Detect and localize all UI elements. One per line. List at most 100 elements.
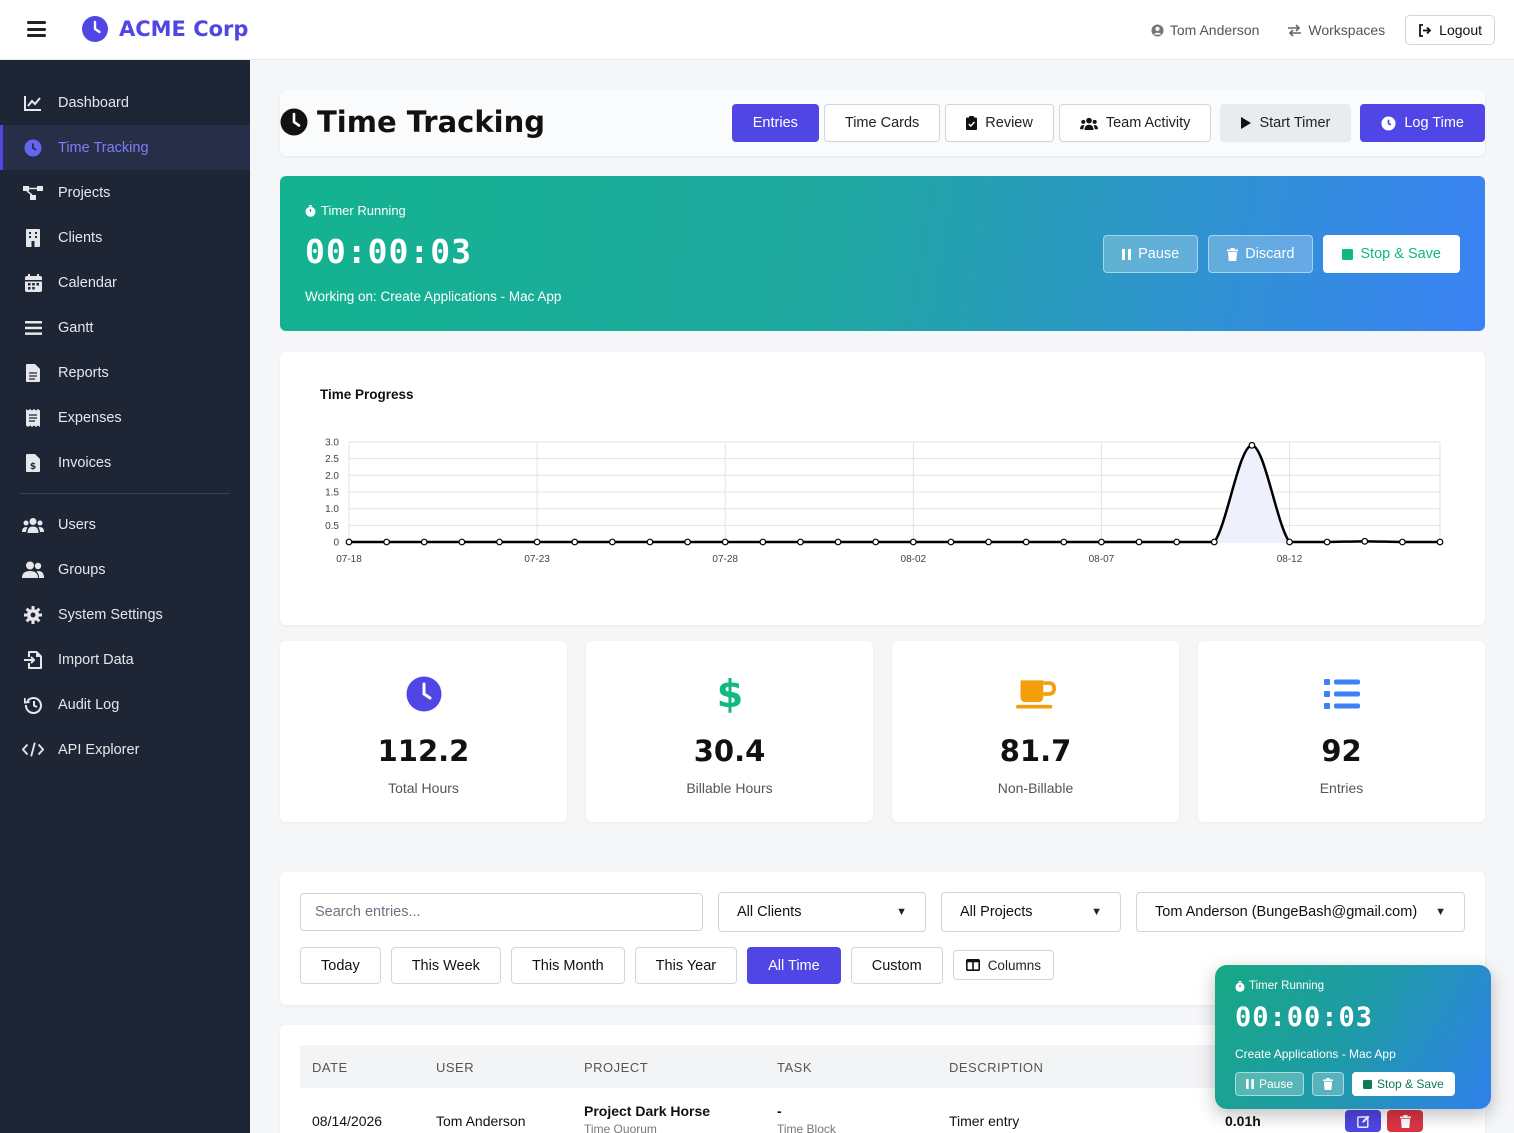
- sidebar-item-groups[interactable]: Groups: [0, 547, 250, 592]
- stat-label: Billable Hours: [686, 780, 773, 796]
- list-icon: [1322, 674, 1362, 714]
- sidebar-item-dashboard[interactable]: Dashboard: [0, 80, 250, 125]
- workspaces-link[interactable]: Workspaces: [1287, 22, 1385, 38]
- brand[interactable]: ACME Corp: [81, 15, 248, 43]
- client-select[interactable]: All Clients ▼: [718, 892, 926, 932]
- delete-entry-button[interactable]: [1387, 1110, 1423, 1132]
- project-select-value: All Projects: [960, 904, 1033, 920]
- user-menu[interactable]: Tom Anderson: [1151, 22, 1260, 38]
- stat-total-hours: 112.2 Total Hours: [280, 641, 567, 822]
- tab-team-activity[interactable]: Team Activity: [1058, 104, 1212, 142]
- code-icon: [22, 739, 44, 761]
- user-group-icon: [22, 559, 44, 581]
- stats-row: 112.2 Total Hours $ 30.4 Billable Hours …: [280, 641, 1485, 822]
- floating-stop-save-button[interactable]: Stop & Save: [1352, 1072, 1455, 1096]
- floating-pause-button[interactable]: Pause: [1235, 1072, 1305, 1096]
- start-timer-button[interactable]: Start Timer: [1220, 104, 1352, 142]
- data-point: [571, 538, 579, 546]
- logout-button[interactable]: Logout: [1405, 15, 1495, 45]
- brand-name: ACME Corp: [119, 17, 249, 41]
- clock-icon: [280, 108, 308, 136]
- stat-value: 30.4: [693, 734, 766, 768]
- tab-time-cards-label: Time Cards: [844, 115, 920, 131]
- search-input[interactable]: [300, 893, 703, 931]
- column-header-project[interactable]: PROJECT: [584, 1060, 649, 1075]
- cell-description: Timer entry: [949, 1113, 1020, 1129]
- page-title-text: Time Tracking: [317, 105, 545, 139]
- tab-team-activity-label: Team Activity: [1105, 115, 1191, 131]
- range-custom-button[interactable]: Custom: [850, 947, 943, 984]
- columns-button[interactable]: Columns: [952, 950, 1054, 980]
- sidebar-item-expenses[interactable]: Expenses: [0, 395, 250, 440]
- sidebar-item-projects[interactable]: Projects: [0, 170, 250, 215]
- workspaces-label: Workspaces: [1308, 22, 1386, 38]
- sidebar-item-api-explorer[interactable]: API Explorer: [0, 727, 250, 772]
- x-tick-label: 08-12: [1277, 554, 1303, 565]
- sidebar-item-clients[interactable]: Clients: [0, 215, 250, 260]
- stat-non-billable: 81.7 Non-Billable: [892, 641, 1179, 822]
- pause-button[interactable]: Pause: [1103, 235, 1199, 273]
- cell-task: -: [777, 1103, 782, 1119]
- user-name: Tom Anderson: [1169, 22, 1260, 38]
- cell-user: Tom Anderson: [436, 1113, 526, 1129]
- data-point: [608, 538, 616, 546]
- edit-entry-button[interactable]: [1345, 1110, 1381, 1132]
- tab-entries[interactable]: Entries: [731, 104, 819, 142]
- mug-icon: [1015, 674, 1056, 714]
- range-this-week-button[interactable]: This Week: [390, 947, 501, 984]
- chart-line-icon: [22, 92, 44, 114]
- series-area: [349, 445, 1440, 542]
- clipboard-check-icon: [966, 116, 978, 130]
- clock-icon: [404, 674, 444, 714]
- chart-plot: 0 0.5 1.0 1.5 2.0 2.5 3.0 07-18 07-23 07-28 08-02 0…: [325, 438, 1444, 565]
- pause-label: Pause: [1138, 246, 1180, 262]
- data-point: [834, 538, 842, 546]
- sidebar-item-audit-log[interactable]: Audit Log: [0, 682, 250, 727]
- menu-toggle-icon[interactable]: [27, 21, 46, 37]
- trash-icon: [1227, 247, 1239, 261]
- column-header-task[interactable]: TASK: [777, 1060, 812, 1075]
- floating-discard-button[interactable]: [1312, 1072, 1345, 1096]
- history-icon: [22, 694, 44, 716]
- file-import-icon: [22, 649, 44, 671]
- trash-icon: [1323, 1078, 1334, 1090]
- tab-time-cards[interactable]: Time Cards: [823, 104, 941, 142]
- range-all-time-button[interactable]: All Time: [747, 947, 841, 984]
- sidebar: Dashboard Time Tracking Projects Clients…: [0, 60, 250, 1133]
- range-this-month-button[interactable]: This Month: [510, 947, 625, 984]
- sidebar-item-reports[interactable]: Reports: [0, 350, 250, 395]
- y-tick-label: 1.5: [325, 488, 339, 499]
- data-point: [533, 538, 541, 546]
- column-header-date[interactable]: DATE: [312, 1060, 348, 1075]
- sidebar-item-label: System Settings: [58, 606, 163, 623]
- stopwatch-icon: [305, 204, 316, 217]
- data-point: [909, 538, 917, 546]
- sidebar-item-time-tracking[interactable]: Time Tracking: [0, 125, 250, 170]
- cell-project-client: Time Quorum: [584, 1122, 657, 1133]
- invoice-dollar-icon: $: [22, 452, 44, 474]
- discard-button[interactable]: Discard: [1208, 235, 1314, 273]
- page-header: Time Tracking Entries Time Cards Review …: [280, 90, 1485, 156]
- project-select[interactable]: All Projects ▼: [941, 892, 1121, 932]
- column-header-user[interactable]: USER: [436, 1060, 475, 1075]
- sidebar-item-import-data[interactable]: Import Data: [0, 637, 250, 682]
- sidebar-item-users[interactable]: Users: [0, 502, 250, 547]
- range-this-year-button[interactable]: This Year: [634, 947, 738, 984]
- tab-review[interactable]: Review: [945, 104, 1054, 142]
- sidebar-item-gantt[interactable]: Gantt: [0, 305, 250, 350]
- clock-logo-icon: [82, 16, 108, 42]
- stop-save-button[interactable]: Stop & Save: [1323, 235, 1460, 273]
- sidebar-item-system-settings[interactable]: System Settings: [0, 592, 250, 637]
- x-tick-label: 08-02: [901, 554, 927, 565]
- range-today-button[interactable]: Today: [300, 947, 381, 984]
- log-time-button[interactable]: Log Time: [1360, 104, 1485, 142]
- column-header-description[interactable]: DESCRIPTION: [949, 1060, 1044, 1075]
- floating-timer-widget[interactable]: Timer Running 00:00:03 Create Applicatio…: [1215, 965, 1491, 1109]
- data-point: [1060, 538, 1068, 546]
- data-point: [1135, 538, 1143, 546]
- sidebar-item-invoices[interactable]: $ Invoices: [0, 440, 250, 485]
- user-select-value: Tom Anderson (BungeBash@gmail.com): [1155, 904, 1418, 920]
- sidebar-item-calendar[interactable]: Calendar: [0, 260, 250, 305]
- data-point: [759, 538, 767, 546]
- user-select[interactable]: Tom Anderson (BungeBash@gmail.com) ▼: [1136, 892, 1465, 932]
